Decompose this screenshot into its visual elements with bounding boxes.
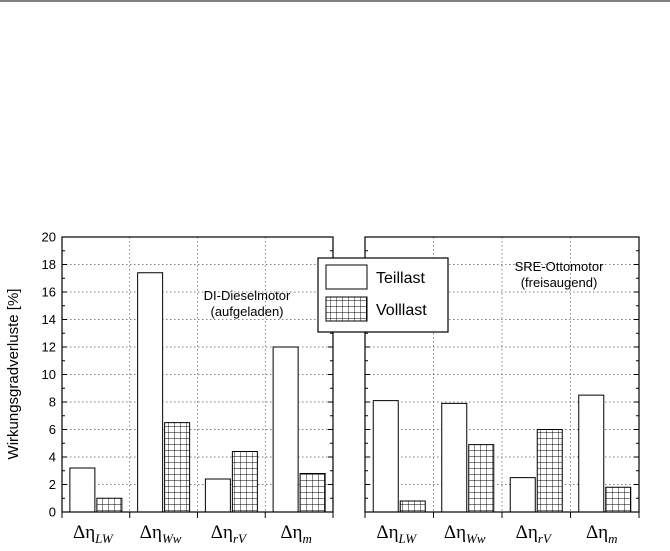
bar-teillast-2 xyxy=(137,272,164,513)
y-tick-label: 12 xyxy=(42,340,56,355)
bar-volllast-3 xyxy=(231,451,258,513)
bar-teillast-4 xyxy=(578,394,605,513)
bar-volllast-4 xyxy=(605,486,632,513)
bar-volllast-3 xyxy=(536,429,563,513)
y-tick-label: 2 xyxy=(49,477,56,492)
bar-volllast-2 xyxy=(468,444,495,513)
category-label: ΔηrV xyxy=(211,522,248,546)
category-label: ΔηWw xyxy=(140,522,182,546)
legend: Teillast Volllast xyxy=(317,257,449,333)
category-label: Δηm xyxy=(586,522,618,546)
category-label: Δηm xyxy=(280,522,312,546)
bar-volllast-4 xyxy=(299,473,326,513)
y-tick-label: 6 xyxy=(49,422,56,437)
legend-label-teillast: Teillast xyxy=(376,270,425,287)
category-label: ΔηrV xyxy=(516,522,553,546)
panel-annotation: SRE-Ottomotor xyxy=(515,259,605,274)
y-tick-label: 0 xyxy=(49,505,56,520)
y-tick-label: 18 xyxy=(42,257,56,272)
panel-annotation: (freisaugend) xyxy=(521,275,598,290)
panel-annotation: (aufgeladen) xyxy=(211,304,284,319)
legend-label-volllast: Volllast xyxy=(376,302,427,319)
panel-2: ΔηLW ΔηWw ΔηrV Δηm SRE-Ottomotor(freisaugend… xyxy=(364,236,640,546)
bar-volllast-1 xyxy=(399,500,426,513)
legend-swatch-teillast xyxy=(325,264,368,290)
panel-1: ΔηLW ΔηWw ΔηrV Δηm 0 2 4 6 8 10 12 14 16 18 20 DI-Diese… xyxy=(42,230,334,546)
bar-volllast-1 xyxy=(96,497,123,513)
bar-teillast-1 xyxy=(69,467,96,513)
chart-panels: ΔηLW ΔηWw ΔηrV Δηm 0 2 4 6 8 10 12 14 16 18 20 DI-Diese… xyxy=(42,230,640,546)
bar-teillast-4 xyxy=(272,346,299,513)
legend-swatch-volllast xyxy=(325,296,368,322)
bar-teillast-1 xyxy=(372,400,399,513)
y-tick-label: 14 xyxy=(42,312,56,327)
panel-annotation: DI-Dieselmotor xyxy=(204,288,291,303)
y-tick-label: 8 xyxy=(49,395,56,410)
category-label: ΔηLW xyxy=(73,522,114,546)
y-axis-label: Wirkungsgradverluste [%] xyxy=(5,289,22,460)
y-tick-label: 4 xyxy=(49,450,56,465)
y-tick-label: 16 xyxy=(42,285,56,300)
bar-teillast-3 xyxy=(509,477,536,513)
y-tick-label: 10 xyxy=(42,367,56,382)
category-label: ΔηLW xyxy=(376,522,417,546)
bar-teillast-2 xyxy=(441,402,468,513)
bar-volllast-2 xyxy=(164,422,191,513)
category-label: ΔηWw xyxy=(444,522,486,546)
y-tick-label: 20 xyxy=(42,230,56,245)
bar-teillast-3 xyxy=(204,478,231,513)
